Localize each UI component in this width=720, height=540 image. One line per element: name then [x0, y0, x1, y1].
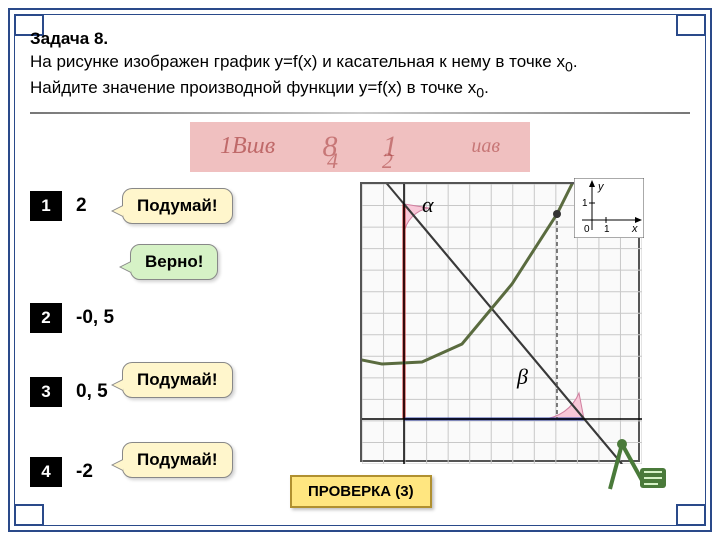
tangent-point [553, 210, 561, 218]
problem-line1: На рисунке изображен график y=f(x) и кас… [30, 52, 565, 71]
check-button[interactable]: ПРОВЕРКА (3) [290, 475, 432, 508]
formula-overlay: 8 1 1Вшв иав 4 2 [190, 122, 530, 172]
answer-value: -0, 5 [76, 307, 122, 329]
problem-text: Задача 8. На рисунке изображен график y=… [30, 28, 690, 104]
answer-row: 1 2 Подумай! [30, 182, 320, 230]
answers-column: 1 2 Подумай! Верно! 2 -0, 5 3 Подумай! 3… [30, 182, 320, 516]
svg-text:x: x [631, 223, 638, 235]
divider [30, 112, 690, 114]
problem-line2: Найдите значение производной функции y=f… [30, 78, 476, 97]
answer-button-3[interactable]: 3 [30, 377, 62, 407]
svg-text:0: 0 [584, 224, 590, 235]
corner-compass-icon [602, 434, 672, 494]
think-bubble: Подумай! [122, 442, 233, 478]
think-bubble: Подумай! [122, 188, 233, 224]
answer-button-4[interactable]: 4 [30, 457, 62, 487]
alpha-label: α [422, 192, 434, 218]
correct-bubble: Верно! [130, 244, 218, 280]
think-bubble: Подумай! [122, 362, 233, 398]
answer-button-2[interactable]: 2 [30, 303, 62, 333]
svg-text:1: 1 [582, 198, 588, 209]
mini-axes-icon: y 1 0 1 x [574, 178, 644, 238]
beta-arc [542, 393, 584, 419]
svg-text:1: 1 [604, 224, 610, 235]
answer-row: 2 -0, 5 [30, 294, 320, 342]
problem-title: Задача 8. [30, 29, 108, 48]
graph-box: α β y 1 0 1 x [360, 182, 640, 462]
beta-label: β [517, 364, 528, 390]
answer-button-1[interactable]: 1 [30, 191, 62, 221]
